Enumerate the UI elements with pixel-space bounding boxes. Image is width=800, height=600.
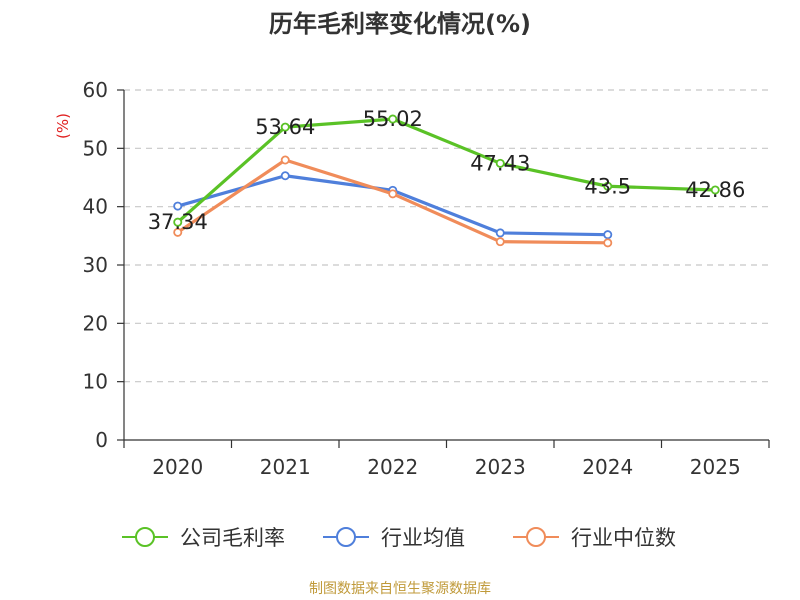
y-tick-label: 0 bbox=[95, 428, 108, 452]
y-tick-label: 50 bbox=[83, 136, 108, 160]
data-point bbox=[280, 171, 290, 181]
legend-marker bbox=[135, 527, 155, 547]
data-point bbox=[710, 185, 720, 195]
data-point bbox=[280, 122, 290, 132]
legend-marker bbox=[526, 527, 546, 547]
data-point bbox=[495, 158, 505, 168]
data-point bbox=[603, 181, 613, 191]
y-tick-label: 60 bbox=[83, 78, 108, 102]
x-tick-label: 2024 bbox=[582, 455, 633, 479]
x-tick-label: 2022 bbox=[367, 455, 418, 479]
x-tick-label: 2021 bbox=[260, 455, 311, 479]
series-line bbox=[177, 174, 608, 237]
legend-label: 行业均值 bbox=[381, 526, 465, 550]
y-tick-label: 40 bbox=[83, 195, 108, 219]
y-tick-label: 20 bbox=[83, 311, 108, 335]
data-label: 53.64 bbox=[255, 115, 315, 139]
data-point bbox=[495, 237, 505, 247]
series-line bbox=[176, 117, 716, 224]
data-point bbox=[280, 155, 290, 165]
data-label: 47.43 bbox=[470, 151, 530, 175]
data-label: 42.86 bbox=[685, 178, 745, 202]
x-tick-label: 2020 bbox=[152, 455, 203, 479]
data-label: 43.5 bbox=[584, 174, 631, 198]
data-point bbox=[173, 201, 183, 211]
x-tick-label: 2025 bbox=[690, 455, 741, 479]
data-point bbox=[173, 227, 183, 237]
chart-title: 历年毛利率变化情况(%) bbox=[269, 10, 531, 38]
x-tick-label: 2023 bbox=[475, 455, 526, 479]
legend-marker bbox=[336, 527, 356, 547]
y-tick-label: 30 bbox=[83, 253, 108, 277]
data-point bbox=[495, 228, 505, 238]
data-label: 55.02 bbox=[363, 107, 423, 131]
source-note: 制图数据来自恒生聚源数据库 bbox=[309, 581, 491, 597]
data-point bbox=[173, 217, 183, 227]
data-label: 37.34 bbox=[148, 210, 208, 234]
data-point bbox=[388, 189, 398, 199]
data-point bbox=[388, 114, 398, 124]
y-tick-label: 10 bbox=[83, 370, 108, 394]
data-point bbox=[603, 230, 613, 240]
y-axis-label: (%) bbox=[54, 113, 72, 139]
legend-label: 行业中位数 bbox=[571, 526, 676, 550]
data-point bbox=[603, 238, 613, 248]
legend-label: 公司毛利率 bbox=[180, 526, 285, 550]
